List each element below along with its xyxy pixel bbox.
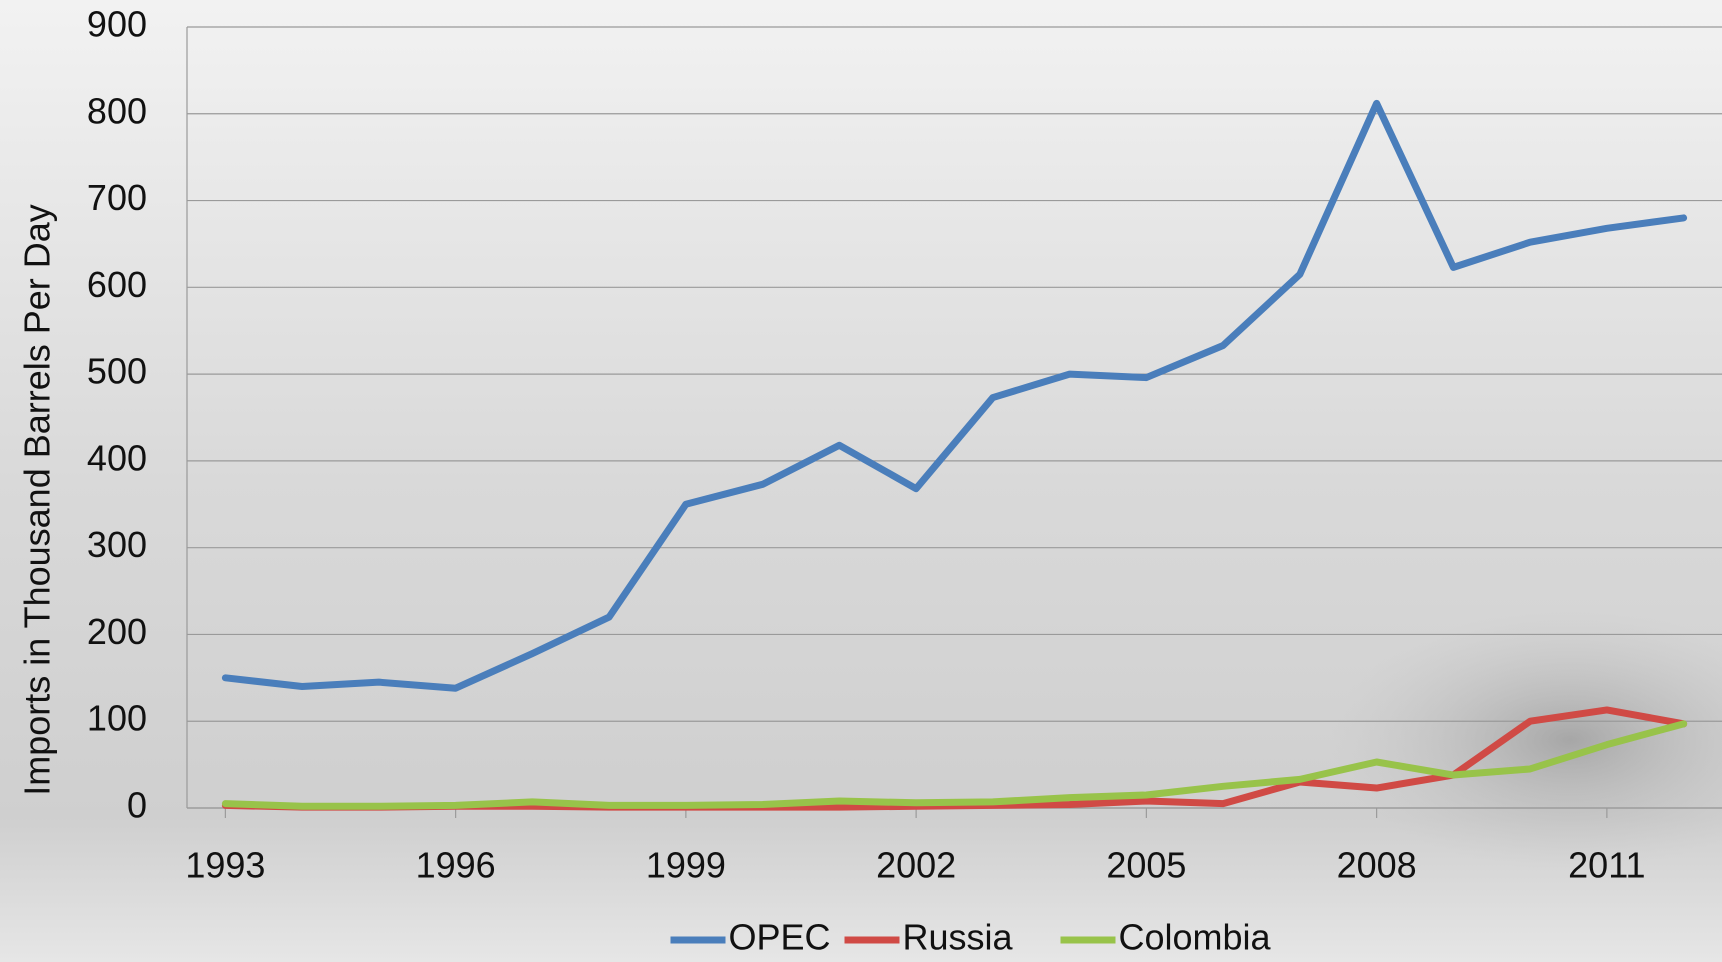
y-tick-label: 200	[87, 611, 147, 652]
x-tick-label: 1993	[185, 845, 265, 886]
x-tick-label: 2005	[1106, 845, 1186, 886]
x-tick-label: 2008	[1337, 845, 1417, 886]
x-tick-label: 2002	[876, 845, 956, 886]
legend-label: Colombia	[1119, 917, 1272, 958]
y-tick-label: 700	[87, 177, 147, 218]
y-tick-label: 600	[87, 264, 147, 305]
series-line	[221, 99, 1688, 692]
y-tick-label: 500	[87, 351, 147, 392]
x-tick-label: 1996	[416, 845, 496, 886]
series-line	[221, 720, 1688, 810]
y-tick-label: 300	[87, 524, 147, 565]
legend-label: OPEC	[729, 917, 831, 958]
y-tick-label: 800	[87, 90, 147, 131]
x-tick-label: 2011	[1568, 845, 1645, 886]
background-hill	[1330, 610, 1722, 870]
y-tick-label: 0	[127, 785, 147, 826]
y-tick-label: 900	[87, 4, 147, 45]
y-tick-label: 100	[87, 698, 147, 739]
y-tick-label: 400	[87, 437, 147, 478]
x-tick-label: 1999	[646, 845, 726, 886]
y-axis-label: Imports in Thousand Barrels Per Day	[17, 204, 58, 796]
legend-label: Russia	[903, 917, 1014, 958]
